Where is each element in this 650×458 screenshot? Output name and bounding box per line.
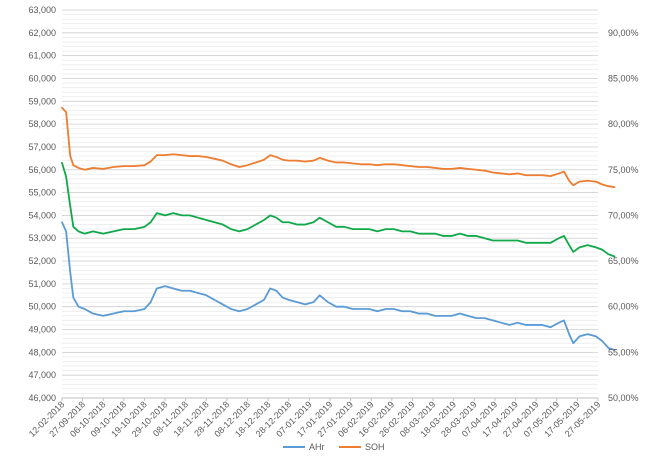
gridlines: [62, 9, 598, 399]
left-axis-tick-label: 56,000: [28, 165, 56, 175]
series-line-ahr: [61, 221, 616, 351]
left-axis-tick-label: 53,000: [28, 233, 56, 243]
right-axis-tick-label: 80,00%: [608, 119, 639, 129]
right-axis-tick-label: 70,00%: [608, 210, 639, 220]
legend-label: SOH: [365, 442, 385, 452]
right-axis: 50,00% 55,00% 60,00% 65,00% 70,00% 75,00% 80,0…: [608, 28, 639, 403]
left-axis-tick-label: 54,000: [28, 210, 56, 220]
legend-label: AHr: [309, 442, 325, 452]
left-axis: 46,000 47,000 48,000 49,000 50,000 51,000 52,0…: [28, 5, 56, 403]
left-axis-tick-label: 58,000: [28, 119, 56, 129]
left-axis-tick-label: 49,000: [28, 325, 56, 335]
left-axis-tick-label: 52,000: [28, 256, 56, 266]
left-axis-tick-label: 46,000: [28, 393, 56, 403]
left-axis-tick-label: 62,000: [28, 28, 56, 38]
left-axis-tick-label: 48,000: [28, 347, 56, 357]
right-axis-tick-label: 55,00%: [608, 347, 639, 357]
left-axis-tick-label: 47,000: [28, 370, 56, 380]
left-axis-tick-label: 61,000: [28, 51, 56, 61]
left-axis-tick-label: 63,000: [28, 5, 56, 15]
right-axis-tick-label: 90,00%: [608, 28, 639, 38]
right-axis-tick-label: 75,00%: [608, 165, 639, 175]
left-axis-tick-label: 60,000: [28, 73, 56, 83]
left-axis-tick-label: 51,000: [28, 279, 56, 289]
legend: AHr SOH: [283, 442, 385, 452]
right-axis-tick-label: 60,00%: [608, 302, 639, 312]
left-axis-tick-label: 57,000: [28, 142, 56, 152]
left-axis-tick-label: 59,000: [28, 96, 56, 106]
right-axis-tick-label: 85,00%: [608, 73, 639, 83]
series-line-unnamed-1: [61, 162, 616, 258]
right-axis-tick-label: 50,00%: [608, 393, 639, 403]
series-line-soh: [61, 106, 616, 189]
left-axis-tick-label: 55,000: [28, 188, 56, 198]
series-lines: [61, 106, 616, 351]
right-axis-tick-label: 65,00%: [608, 256, 639, 266]
left-axis-tick-label: 50,000: [28, 302, 56, 312]
